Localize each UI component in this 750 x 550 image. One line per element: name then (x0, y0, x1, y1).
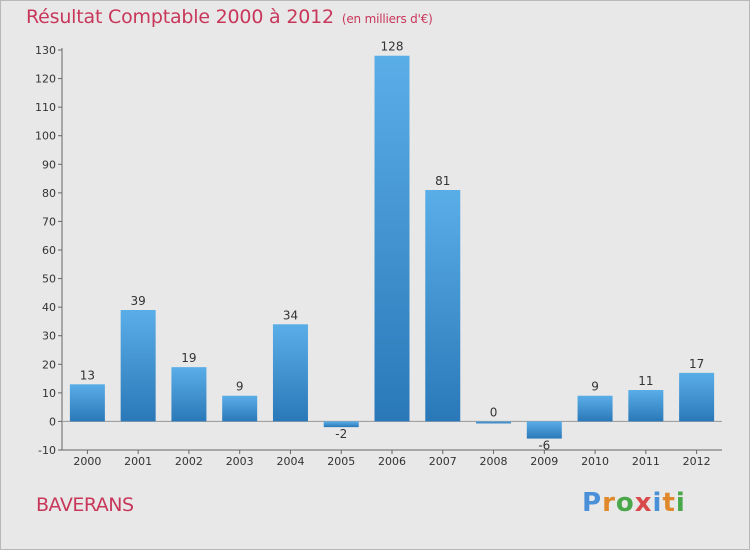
logo-letter: x (634, 488, 653, 518)
bar[interactable] (577, 395, 613, 422)
bar[interactable] (323, 421, 359, 428)
bar[interactable] (120, 310, 156, 422)
y-tick-label: 90 (42, 158, 56, 171)
x-tick-label: 2004 (276, 455, 304, 468)
y-tick-label: 60 (42, 244, 56, 257)
y-tick-label: 120 (35, 73, 56, 86)
x-tick-label: 2007 (429, 455, 457, 468)
x-tick-label: 2006 (378, 455, 406, 468)
x-tick-label: 2008 (480, 455, 508, 468)
x-tick-label: 2010 (581, 455, 609, 468)
proxiti-logo[interactable]: Proxiti (582, 488, 686, 518)
y-tick-label: 70 (42, 215, 56, 228)
data-label: 9 (591, 380, 599, 394)
data-label: 17 (689, 357, 704, 371)
y-tick-label: -10 (38, 444, 56, 457)
data-label: 81 (435, 174, 450, 188)
data-label: 9 (236, 380, 244, 394)
value-labels: 13 39 19 9 34 -2 128 81 0 -6 9 11 17 (80, 40, 705, 453)
bars (69, 55, 715, 439)
y-tick-label: 130 (35, 44, 56, 57)
bar[interactable] (272, 324, 308, 422)
logo-letter: i (652, 488, 663, 518)
data-label: 39 (131, 294, 146, 308)
bar[interactable] (425, 190, 461, 422)
bar[interactable] (679, 372, 715, 422)
logo-letter: i (675, 488, 686, 518)
x-tick-label: 2000 (73, 455, 101, 468)
x-tick-label: 2001 (124, 455, 152, 468)
bar[interactable] (171, 367, 207, 422)
bar[interactable] (374, 55, 410, 422)
y-tick-label: 110 (35, 101, 56, 114)
y-tick-label: 80 (42, 187, 56, 200)
logo-letter: o (615, 488, 635, 518)
y-tick-label: 100 (35, 130, 56, 143)
bar[interactable] (628, 390, 664, 422)
bar[interactable] (69, 384, 105, 422)
data-label: 11 (638, 374, 653, 388)
y-tick-label: 0 (49, 415, 56, 428)
chart-title-text: Résultat Comptable 2000 à 2012 (26, 6, 334, 28)
commune-name: BAVERANS (36, 494, 134, 516)
data-label: 34 (283, 308, 298, 322)
x-tick-label: 2005 (327, 455, 355, 468)
y-tick-label: 10 (42, 387, 56, 400)
data-label: 13 (80, 368, 95, 382)
logo-letter: t (662, 488, 676, 518)
chart-subtitle: (en milliers d'€) (341, 12, 433, 26)
bar[interactable] (526, 421, 562, 439)
bar[interactable] (476, 421, 512, 424)
y-tick-label: 20 (42, 358, 56, 371)
data-label: 128 (381, 40, 404, 54)
data-label: 0 (490, 405, 498, 419)
x-tick-label: 2012 (683, 455, 711, 468)
y-tick-label: 50 (42, 273, 56, 286)
x-tick-label: 2002 (175, 455, 203, 468)
logo-letter: r (602, 488, 616, 518)
y-tick-label: 30 (42, 330, 56, 343)
chart-title: Résultat Comptable 2000 à 2012 (en millie… (26, 6, 433, 28)
data-label: 19 (181, 351, 196, 365)
data-label: -6 (538, 439, 550, 453)
bar[interactable] (222, 395, 258, 422)
x-tick-label: 2003 (226, 455, 254, 468)
x-tick-label: 2009 (530, 455, 558, 468)
logo-letter: P (582, 488, 603, 518)
x-tick-label: 2011 (632, 455, 660, 468)
data-label: -2 (335, 427, 347, 441)
y-tick-label: 40 (42, 301, 56, 314)
